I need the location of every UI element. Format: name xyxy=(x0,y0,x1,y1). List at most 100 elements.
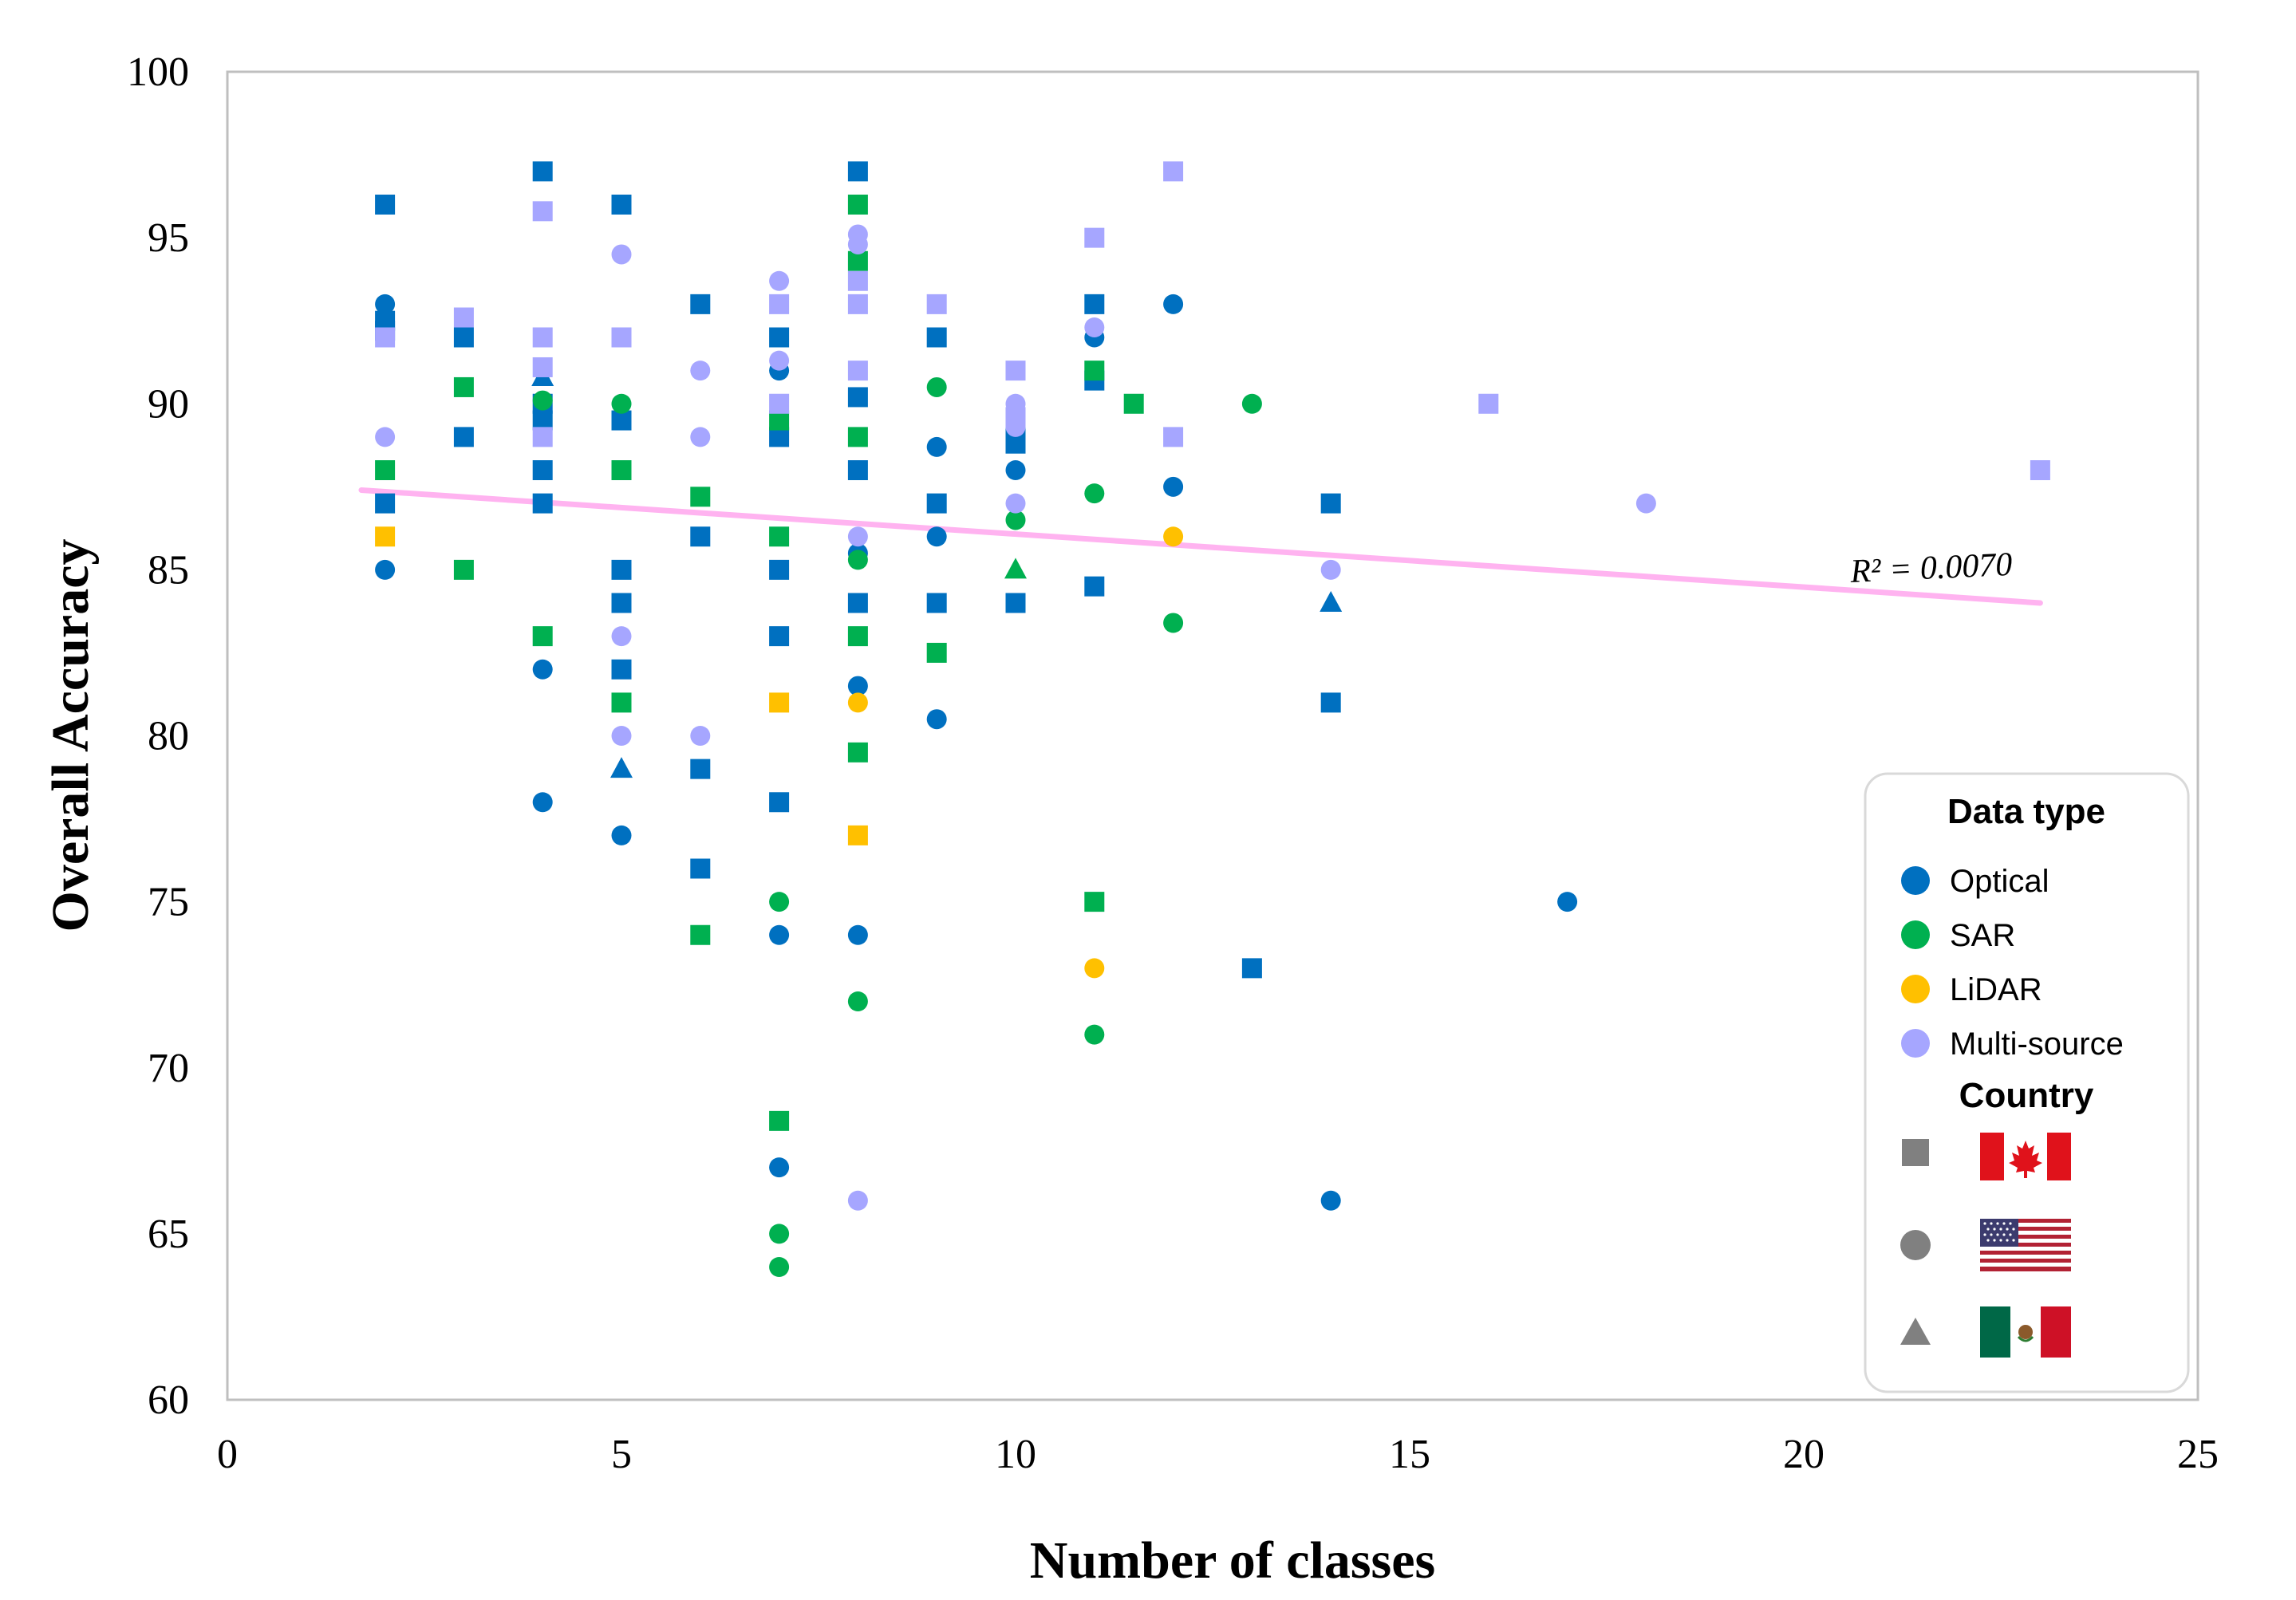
legend-data-type-items: Optical SAR LiDAR Multi-source xyxy=(1901,864,2124,1062)
data-point xyxy=(847,427,868,447)
legend: Data type Optical SAR LiDAR Multi-source Co… xyxy=(1864,772,2190,1393)
legend-box xyxy=(1864,772,2190,1393)
data-point xyxy=(1084,958,1105,979)
data-point xyxy=(769,1110,790,1131)
legend-swatch xyxy=(1901,1029,1930,1058)
legend-label: Optical xyxy=(1950,864,2049,899)
data-point xyxy=(847,361,868,381)
data-point xyxy=(769,1157,790,1178)
data-point xyxy=(611,244,632,265)
data-point xyxy=(375,559,396,580)
x-tick-label: 5 xyxy=(611,1432,632,1477)
data-point xyxy=(532,427,553,447)
data-point xyxy=(847,460,868,480)
data-point xyxy=(375,327,396,348)
y-tick-label: 90 xyxy=(148,381,189,427)
data-point xyxy=(690,361,711,381)
data-point xyxy=(847,294,868,314)
data-point xyxy=(769,892,790,912)
data-point xyxy=(532,161,553,182)
data-point xyxy=(769,559,790,580)
data-point xyxy=(1123,393,1144,414)
data-point xyxy=(532,327,553,348)
x-axis-title: Number of classes xyxy=(1030,1531,1435,1590)
data-point xyxy=(1163,161,1184,182)
data-point xyxy=(611,726,632,746)
y-tick-label: 100 xyxy=(127,49,189,95)
data-point xyxy=(1005,593,1026,613)
trendline xyxy=(358,487,2043,606)
data-point xyxy=(532,201,553,222)
data-point xyxy=(611,692,632,713)
data-point xyxy=(769,393,790,414)
data-point xyxy=(847,195,868,215)
data-point xyxy=(1084,361,1105,381)
data-point xyxy=(1163,526,1184,547)
data-point xyxy=(847,550,868,570)
data-point xyxy=(1320,559,1341,580)
data-point xyxy=(611,393,632,414)
data-point xyxy=(769,1257,790,1277)
x-tick-label: 20 xyxy=(1783,1432,1825,1477)
data-point xyxy=(690,526,711,547)
data-point xyxy=(769,526,790,547)
data-point xyxy=(847,676,868,696)
data-point xyxy=(453,427,474,447)
y-axis-title: Overall Accuracy xyxy=(41,538,100,932)
legend-title-data-type: Data type xyxy=(1947,792,2105,831)
data-point xyxy=(532,357,553,377)
data-point xyxy=(1084,892,1105,912)
data-point xyxy=(1004,558,1027,579)
data-point xyxy=(532,626,553,647)
canada-flag xyxy=(1980,1133,2071,1180)
data-point xyxy=(769,626,790,647)
data-point xyxy=(847,161,868,182)
y-tick-label: 80 xyxy=(148,714,189,759)
data-point xyxy=(769,792,790,813)
data-point xyxy=(1241,393,1262,414)
data-point xyxy=(1320,692,1341,713)
data-point xyxy=(926,709,947,730)
data-point xyxy=(769,270,790,291)
data-point xyxy=(375,526,396,547)
data-point xyxy=(1084,317,1105,338)
data-point xyxy=(690,294,711,314)
y-axis-ticks: 60 65 70 75 80 85 90 95 100 xyxy=(127,49,189,1423)
data-point xyxy=(1084,227,1105,248)
data-point xyxy=(1005,361,1026,381)
data-point xyxy=(926,593,947,613)
data-point xyxy=(1163,427,1184,447)
data-point xyxy=(1005,510,1026,530)
data-point xyxy=(1084,1024,1105,1045)
data-point xyxy=(926,642,947,663)
data-point xyxy=(1557,892,1578,912)
legend-swatch xyxy=(1901,975,1930,1003)
data-point xyxy=(769,294,790,314)
legend-label: Multi-source xyxy=(1950,1027,2124,1062)
data-point xyxy=(769,1224,790,1244)
data-point xyxy=(532,792,553,813)
data-point xyxy=(453,307,474,328)
data-point xyxy=(690,759,711,779)
data-point xyxy=(611,659,632,680)
y-tick-label: 70 xyxy=(148,1046,189,1091)
data-point xyxy=(926,526,947,547)
data-point xyxy=(611,195,632,215)
legend-label: LiDAR xyxy=(1950,972,2042,1007)
data-point xyxy=(532,659,553,680)
data-point xyxy=(1005,416,1026,437)
data-point xyxy=(532,493,553,514)
data-point xyxy=(847,387,868,408)
data-point xyxy=(926,294,947,314)
data-point xyxy=(611,626,632,647)
data-point xyxy=(1241,958,1262,979)
data-point xyxy=(847,742,868,763)
y-tick-label: 65 xyxy=(148,1212,189,1257)
data-point xyxy=(532,460,553,480)
data-point xyxy=(375,195,396,215)
data-point xyxy=(769,924,790,945)
x-tick-label: 10 xyxy=(995,1432,1036,1477)
data-point xyxy=(375,294,396,314)
data-point xyxy=(690,726,711,746)
legend-triangle-marker xyxy=(1900,1318,1931,1345)
